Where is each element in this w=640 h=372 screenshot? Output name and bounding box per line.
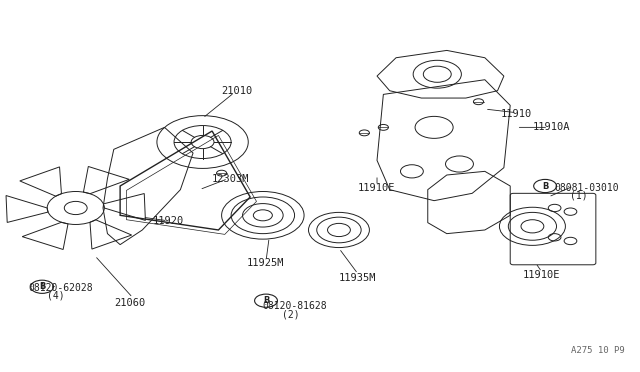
Text: 11935M: 11935M [339,273,376,283]
Text: 08120-62028: 08120-62028 [28,283,93,293]
Text: 12303M: 12303M [212,174,250,184]
Text: 21010: 21010 [221,86,253,96]
Text: 11920: 11920 [153,216,184,226]
Text: B: B [542,182,548,190]
Text: (1): (1) [570,191,588,201]
Text: 11925M: 11925M [247,258,285,268]
Text: 11910E: 11910E [523,270,561,280]
Text: 08081-03010: 08081-03010 [555,183,620,193]
Text: 11910A: 11910A [532,122,570,132]
Text: 21060: 21060 [114,298,145,308]
Text: (4): (4) [47,291,65,301]
Text: (2): (2) [282,309,300,319]
Text: 11910: 11910 [500,109,532,119]
Text: B: B [39,282,45,291]
Text: B: B [263,296,269,305]
Text: 08120-81628: 08120-81628 [263,301,328,311]
Text: A275 10 P9: A275 10 P9 [571,346,625,355]
Text: 11910E: 11910E [358,183,396,193]
